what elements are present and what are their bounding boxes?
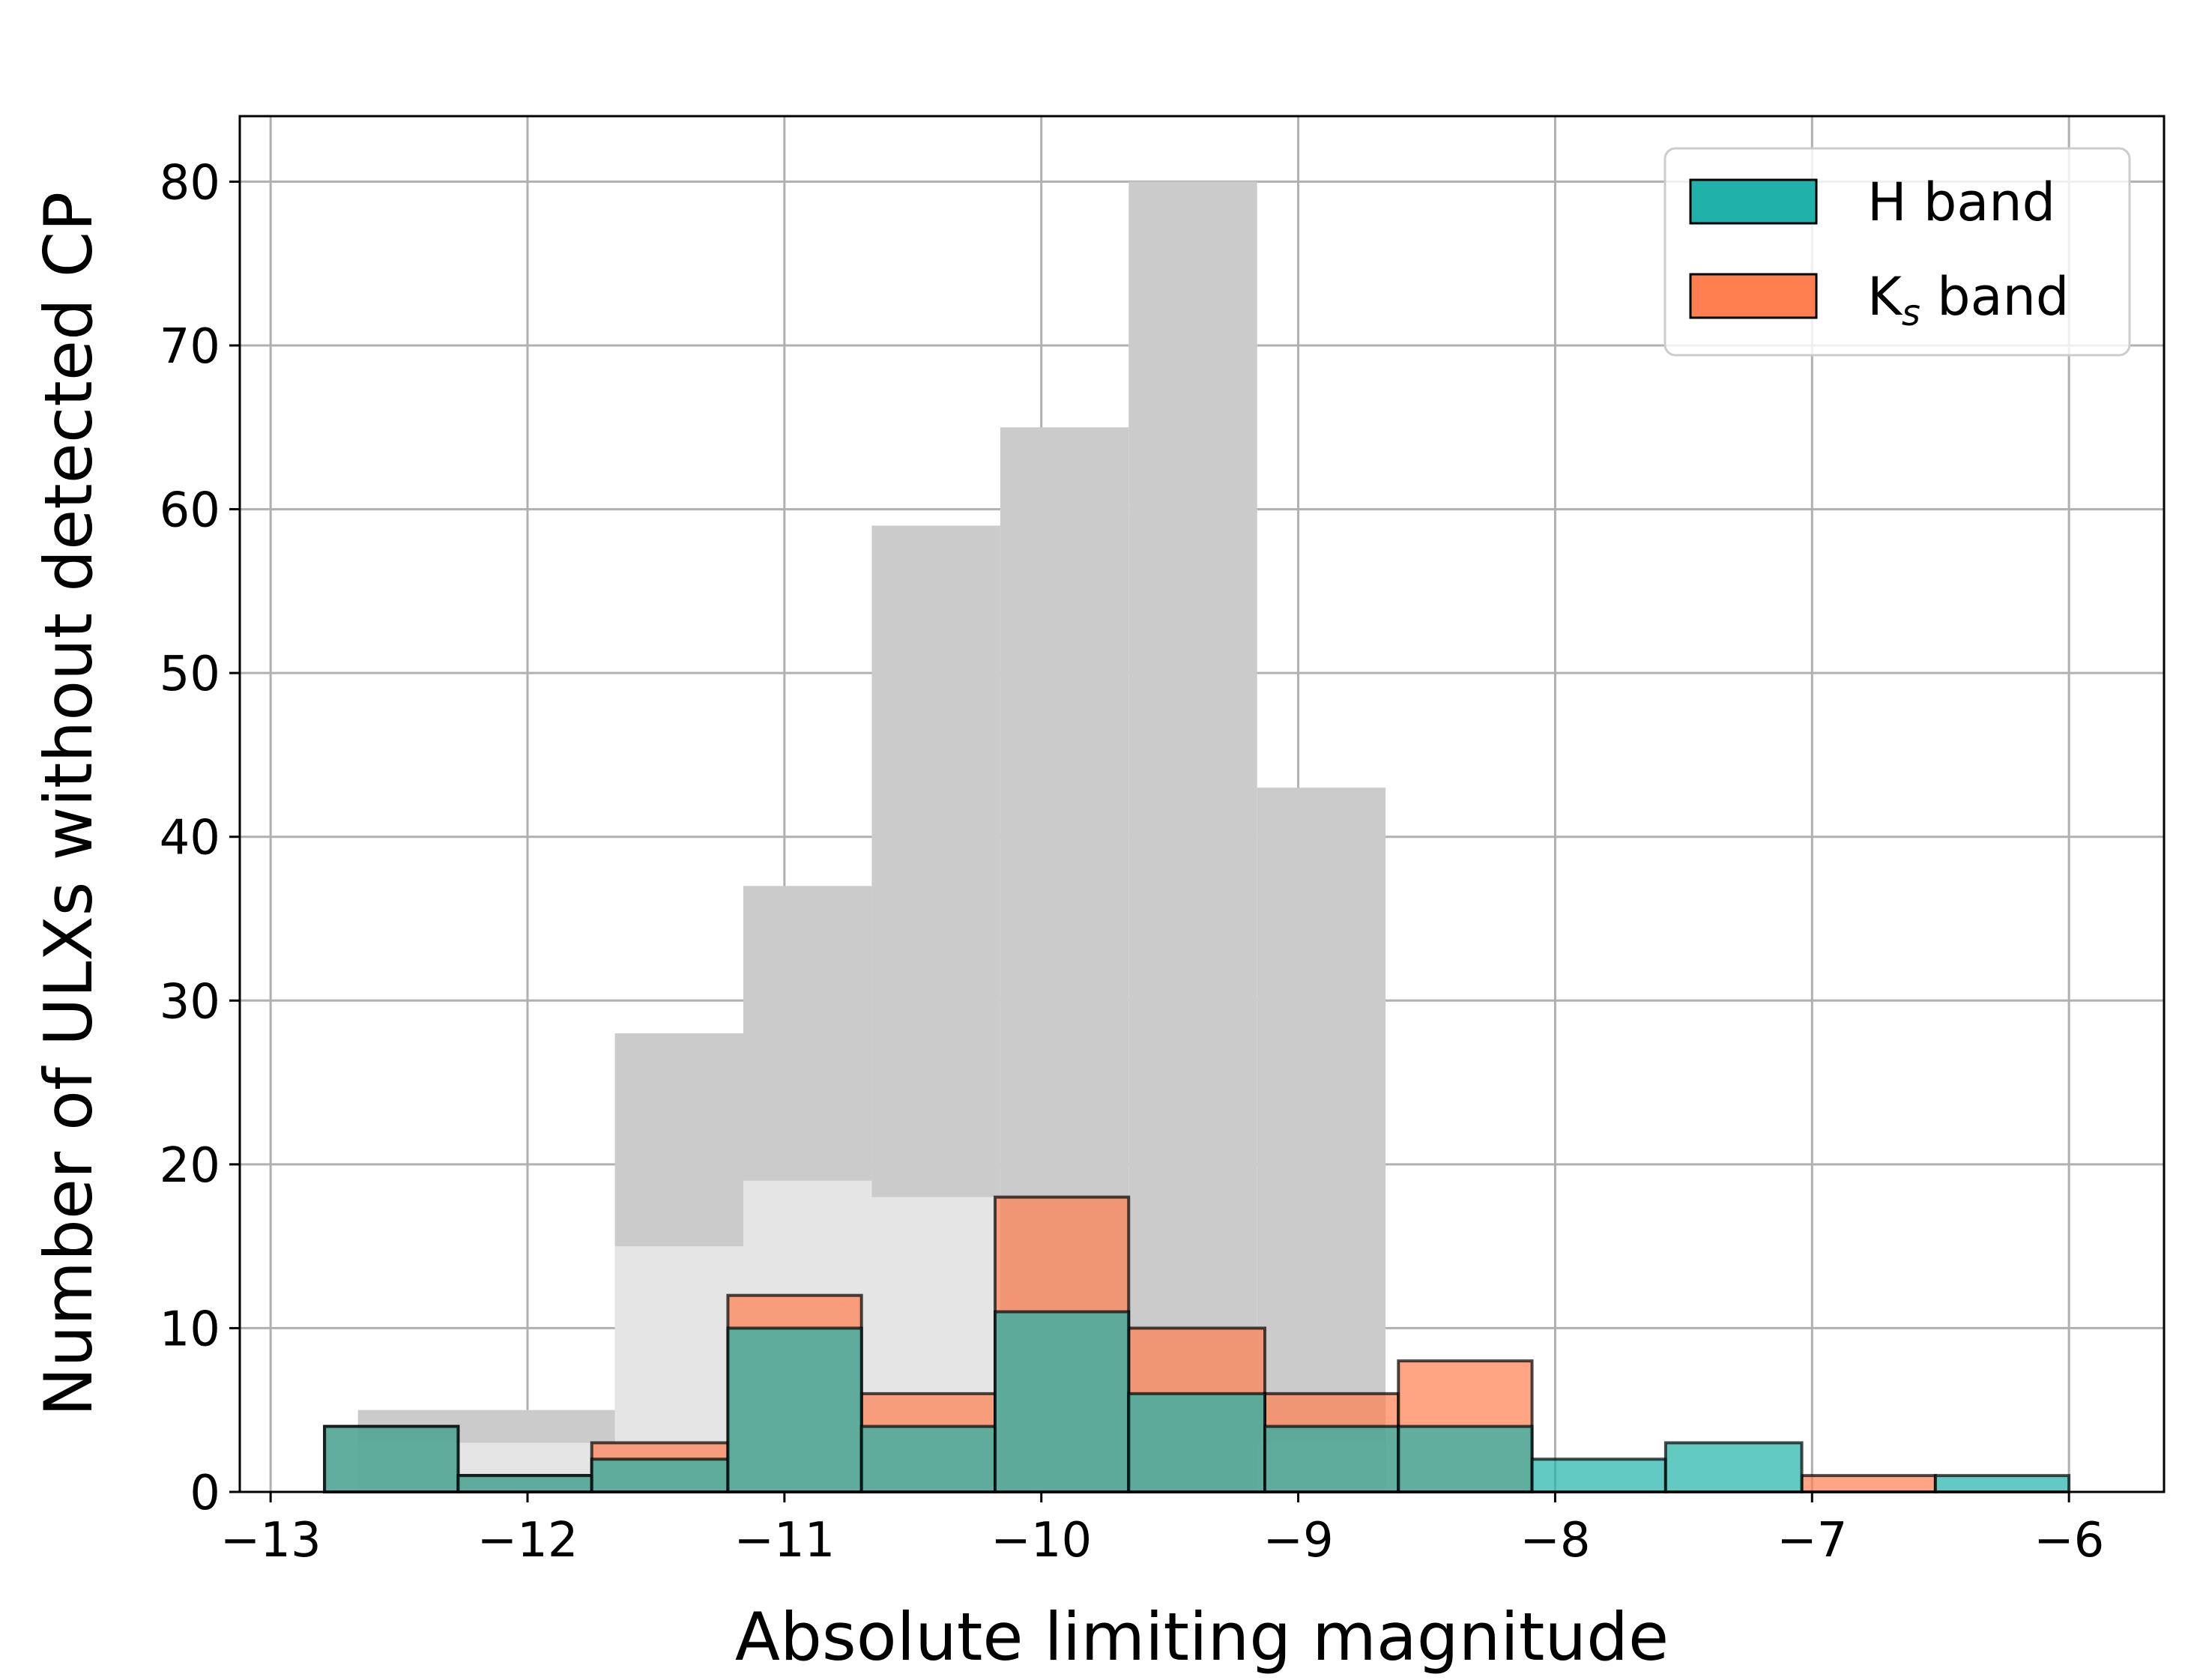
axis-ticks: −13 −12 −11 −10 −9 −8 −7 −6 0 10 20 30 40 50 60 70 80: [160, 155, 2105, 1568]
legend-swatch-ks-band: [1689, 273, 1818, 319]
plot-frame: [238, 115, 2166, 1493]
x-tick-label-5: −8: [1520, 1513, 1590, 1568]
legend-label-ks-main: K: [1867, 266, 1903, 327]
y-tick-label-0: 0: [190, 1466, 220, 1521]
y-tick-label-7: 70: [160, 319, 220, 375]
x-tick-label-4: −9: [1263, 1513, 1333, 1568]
x-tick-label-1: −12: [477, 1513, 578, 1568]
ks-band-bar-11: [1800, 1474, 1937, 1493]
y-tick-label-1: 10: [160, 1302, 220, 1357]
h-band-bar-0: [323, 1424, 460, 1493]
x-axis-title: Absolute limiting magnitude: [735, 1598, 1669, 1676]
y-tick-label-4: 40: [160, 811, 220, 866]
x-tick-label-6: −7: [1777, 1513, 1847, 1568]
h-band-bar-4: [859, 1424, 997, 1493]
y-tick-label-3: 30: [160, 974, 220, 1030]
y-tick-label-5: 50: [160, 647, 220, 702]
x-tick-label-0: −13: [220, 1513, 321, 1568]
legend-swatch-h-band: [1689, 178, 1818, 225]
h-band-bar-3: [726, 1326, 863, 1494]
legend: H band Ks band: [1663, 147, 2131, 357]
legend-label-ks-suffix: band: [1920, 266, 2069, 327]
h-band-bar-10: [1663, 1441, 1804, 1494]
x-tick-label-2: −11: [734, 1513, 835, 1568]
h-band-bar-6: [1127, 1392, 1267, 1494]
h-band-bar-5: [994, 1310, 1131, 1493]
total-dark-bar-5: [1128, 181, 1257, 1492]
legend-label-h-band: H band: [1867, 172, 2055, 233]
y-axis-title: Number of ULXs without detected CP: [30, 192, 107, 1417]
h-band-bar-12: [1933, 1474, 2071, 1493]
legend-label-ks-subscript: s: [1902, 292, 1920, 334]
x-tick-label-3: −10: [991, 1513, 1092, 1568]
h-band-bar-9: [1530, 1457, 1667, 1494]
h-band-bar-1: [456, 1474, 593, 1493]
y-tick-label-2: 20: [160, 1138, 220, 1194]
x-tick-label-7: −6: [2034, 1513, 2104, 1568]
y-tick-label-6: 60: [160, 483, 220, 539]
total-dark-bar-6: [1257, 788, 1386, 1492]
h-band-bar-7: [1263, 1424, 1400, 1493]
y-tick-label-8: 80: [160, 155, 220, 211]
h-band-bar-8: [1397, 1424, 1534, 1493]
h-band-bar-2: [590, 1457, 730, 1494]
h-band-histogram: [323, 1310, 2071, 1494]
legend-label-ks-band: Ks band: [1867, 266, 2069, 334]
